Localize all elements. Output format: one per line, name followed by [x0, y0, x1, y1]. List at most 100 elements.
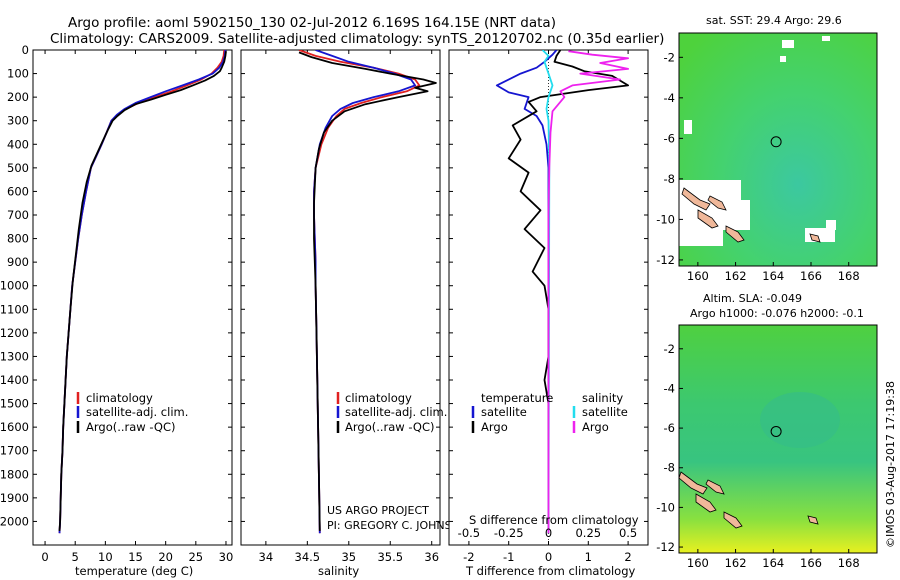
x-tick-label: 1: [585, 550, 592, 564]
depth-tick-label: 400: [7, 137, 29, 151]
legend-label-sal-argo: Argo: [582, 420, 609, 434]
chart-title-line2: Climatology: CARS2009. Satellite-adjuste…: [50, 31, 664, 47]
depth-tick-label: 200: [7, 90, 29, 104]
map-y-tick-label: -2: [664, 50, 675, 64]
depth-tick-label: 600: [7, 184, 29, 198]
sst-map: sat. SST: 29.4 Argo: 29.6 160 162 164 166 16…: [656, 14, 878, 283]
argo-location-marker: [770, 425, 782, 437]
x-tick-label: 0: [545, 550, 552, 564]
map-y-tick-label: -8: [664, 172, 675, 186]
depth-tick-label: 700: [7, 208, 29, 222]
difference-legend: temperature satellite Argo salinity sate…: [471, 391, 628, 434]
difference-series-group: [495, 50, 629, 534]
depth-axis: 0 100 200 300 400 500 600 700 800 900 1000 1100 1200…: [0, 43, 232, 528]
map-x-tick-label: 168: [838, 269, 860, 283]
chart-title-line1: Argo profile: aoml 5902150_130 02-Jul-20…: [68, 15, 556, 31]
x-tick-label: 35: [341, 550, 356, 564]
x-tick-label: 10: [98, 550, 113, 564]
series-line-argo-raw-qc-: [298, 51, 437, 531]
series-line-salinity-satellite: [541, 50, 554, 534]
depth-tick-label: 500: [7, 161, 29, 175]
legend-label-satellite: satellite-adj. clim.: [86, 405, 188, 419]
map-y-tick-label: -6: [664, 421, 675, 435]
x-tick-label: 36: [424, 550, 439, 564]
map-y-tick-label: -12: [656, 253, 675, 267]
legend-title-temperature: temperature: [481, 391, 553, 405]
map-y-tick-label: -2: [664, 342, 675, 356]
salinity-series-group: [298, 50, 437, 534]
salinity-depth-ticks: [241, 49, 440, 522]
series-line-argo-raw-qc-: [58, 51, 227, 531]
map-x-tick-label: 162: [725, 556, 747, 570]
depth-tick-label: 1500: [0, 397, 29, 411]
sla-map: Altim. SLA: -0.049 Argo h1000: -0.076 h2…: [656, 292, 878, 570]
sla-map-frame: [678, 324, 878, 554]
legend-label-argo: Argo(..raw -QC): [345, 420, 435, 434]
series-line-salinity-argo: [547, 50, 629, 534]
legend-title-salinity: salinity: [582, 391, 623, 405]
depth-tick-label: 1400: [0, 373, 29, 387]
x-tick-label: 30: [219, 550, 234, 564]
sla-map-title: Altim. SLA: -0.049: [703, 292, 802, 305]
map-y-tick-label: -8: [664, 461, 675, 475]
x-tick-label: 34.5: [295, 550, 321, 564]
depth-tick-label: 1700: [0, 444, 29, 458]
x-tick-label: 15: [128, 550, 143, 564]
depth-tick-label: 1000: [0, 279, 29, 293]
sla-land-islands: [678, 471, 819, 529]
map-y-tick-label: -10: [656, 500, 675, 514]
map-x-tick-label: 164: [762, 556, 784, 570]
sst-map-ticks: 160 162 164 166 168 -2 -4 -6 -8 -10 -12: [656, 50, 859, 283]
map-y-tick-label: -12: [656, 540, 675, 554]
legend-label-temp-satellite: satellite: [481, 405, 527, 419]
x-tick-label: 34: [259, 550, 274, 564]
sst-map-title: sat. SST: 29.4 Argo: 29.6: [706, 14, 842, 27]
depth-tick-label: 1100: [0, 302, 29, 316]
s-tick-label: -0.25: [494, 526, 524, 540]
map-y-tick-label: -4: [664, 91, 675, 105]
depth-tick-label: 2000: [0, 514, 29, 528]
depth-tick-label: 1600: [0, 420, 29, 434]
s-difference-ticks: -0.5 -0.25 0 0.25 0.5: [458, 526, 638, 540]
s-tick-label: 0.25: [575, 526, 601, 540]
depth-tick-label: 800: [7, 232, 29, 246]
map-y-tick-label: -4: [664, 381, 675, 395]
map-x-tick-label: 160: [687, 269, 709, 283]
legend-label-argo: Argo(..raw -QC): [86, 420, 176, 434]
legend-label-sal-satellite: satellite: [582, 405, 628, 419]
legend-label-climatology: climatology: [345, 391, 412, 405]
x-tick-label: -1: [503, 550, 514, 564]
imos-watermark: ©IMOS 03-Aug-2017 17:19:38: [884, 381, 897, 548]
difference-depth-ticks: [449, 49, 648, 522]
depth-tick-label: 1200: [0, 326, 29, 340]
legend-label-satellite: satellite-adj. clim.: [345, 405, 447, 419]
salinity-x-label: salinity: [318, 564, 359, 578]
map-x-tick-label: 166: [800, 556, 822, 570]
sst-map-frame: [678, 32, 878, 267]
temperature-x-label: temperature (deg C): [75, 564, 193, 578]
s-difference-label: S difference from climatology: [469, 513, 639, 527]
s-tick-label: -0.5: [458, 526, 480, 540]
temperature-x-axis: 0 5 10 15 20 25 30: [41, 50, 233, 564]
x-tick-label: 0: [41, 550, 48, 564]
x-tick-label: 20: [158, 550, 173, 564]
map-y-tick-label: -6: [664, 131, 675, 145]
x-tick-label: -2: [463, 550, 474, 564]
difference-panel: -2 -1 0 1 2 S difference from climatology -0…: [448, 49, 649, 578]
argo-location-marker: [770, 136, 782, 148]
s-tick-label: 0: [545, 526, 552, 540]
sst-land-islands: [681, 187, 821, 243]
x-tick-label: 5: [72, 550, 79, 564]
t-difference-label: T difference from climatology: [465, 564, 636, 578]
depth-tick-label: 1900: [0, 491, 29, 505]
s-tick-label: 0.5: [619, 526, 637, 540]
legend-label-climatology: climatology: [86, 391, 153, 405]
temperature-plot-frame: [32, 49, 233, 546]
map-x-tick-label: 166: [800, 269, 822, 283]
map-x-tick-label: 160: [687, 556, 709, 570]
salinity-plot-frame: [240, 49, 441, 546]
pi-label: PI: GREGORY C. JOHNSON: [327, 519, 468, 532]
map-x-tick-label: 164: [762, 269, 784, 283]
x-tick-label: 25: [188, 550, 203, 564]
